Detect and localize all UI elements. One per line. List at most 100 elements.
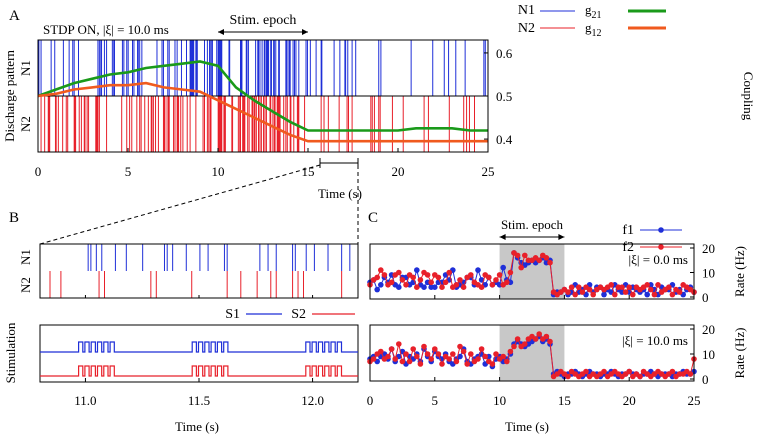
rate-point-f2	[381, 272, 388, 278]
row-label-b-n1: N1	[18, 249, 33, 265]
rate-point-f2	[410, 274, 417, 281]
rate-point-f1	[500, 264, 507, 271]
rate-point-f2	[601, 368, 607, 375]
rate-point-f2	[370, 356, 377, 362]
rate-point-f2	[439, 284, 445, 291]
rate-point-f2	[399, 358, 406, 365]
rate-point-f2	[392, 356, 399, 362]
rate-point-f2	[457, 277, 463, 283]
x-axis-label-b: Time (s)	[175, 419, 219, 434]
y-tick-label-c: 20	[702, 322, 715, 337]
legend-label-n1: N1	[518, 3, 535, 18]
rate-point-f2	[630, 291, 636, 298]
rate-point-f1	[475, 267, 481, 273]
rate-point-f2	[565, 289, 571, 295]
rate-point-f2	[489, 361, 496, 367]
rate-point-f2	[532, 336, 539, 342]
rate-point-f2	[496, 272, 503, 278]
rate-point-f2	[482, 353, 489, 360]
y-tick-label-c: 20	[702, 241, 715, 256]
rate-point-f2	[626, 368, 632, 375]
rate-point-f2	[468, 272, 474, 278]
y-tick-label-a: 0.4	[496, 132, 513, 147]
rate-point-f2	[464, 361, 471, 367]
rate-point-f2	[504, 358, 510, 365]
y-tick-label-c: 0	[702, 372, 709, 387]
x-tick-label-a: 0	[35, 164, 42, 179]
x-tick-label-a: 10	[212, 164, 225, 179]
rate-point-f2	[626, 284, 632, 291]
legend-label-f2: f2	[622, 240, 634, 255]
rate-point-f2	[536, 331, 542, 337]
rate-point-f2	[396, 269, 402, 276]
legend-marker-f1	[658, 227, 664, 233]
rate-point-f2	[644, 282, 650, 288]
rate-point-f2	[493, 277, 499, 283]
rate-point-f2	[428, 279, 435, 286]
row-label-n2: N2	[18, 116, 33, 132]
rate-point-f2	[403, 282, 409, 288]
rate-point-f2	[396, 341, 402, 347]
epoch-label-c: Stim. epoch	[501, 217, 564, 232]
rate-point-f2	[378, 267, 384, 273]
rate-point-f1	[457, 353, 463, 360]
rate-point-f2	[514, 336, 521, 342]
legend-label-n2: N2	[518, 21, 535, 36]
rate-point-f2	[399, 277, 406, 283]
coupling-line-g12	[37, 81, 488, 143]
rate-point-f2	[414, 353, 420, 360]
rate-point-f1	[414, 267, 420, 273]
rate-point-f2	[432, 346, 438, 352]
epoch-arrowhead-left-c	[499, 234, 506, 240]
rate-point-f1	[421, 284, 427, 291]
x-tick-label-a: 25	[482, 164, 495, 179]
x-tick-label-b: 11.5	[188, 393, 210, 408]
rate-point-f2	[410, 346, 417, 352]
rate-point-f2	[388, 346, 395, 352]
legend-label-g12: g12	[585, 20, 602, 39]
row-label-n1: N1	[18, 60, 33, 76]
rate-point-f2	[421, 343, 427, 350]
rate-point-f2	[507, 269, 514, 276]
rate-point-f2	[385, 353, 391, 360]
rate-point-f2	[453, 282, 460, 288]
x-tick-label-c: 10	[493, 393, 506, 408]
rate-point-f2	[442, 279, 449, 286]
rate-point-f2	[666, 284, 672, 291]
rate-point-f2	[612, 291, 618, 298]
x-tick-label-b: 11.0	[74, 393, 96, 408]
legend-marker-f2	[658, 244, 664, 250]
rate-point-f2	[378, 348, 384, 355]
rate-point-f2	[450, 351, 456, 357]
y-axis-label-b-stim: Stimulation	[3, 322, 18, 383]
rate-point-f2	[507, 348, 514, 355]
plot-frame-c	[369, 324, 695, 382]
y-tick-label-c: 0	[702, 290, 709, 305]
rate-point-f2	[446, 269, 453, 276]
rate-point-f1	[378, 282, 384, 288]
rate-point-f2	[576, 284, 582, 291]
y-axis-label-a-left: Discharge pattern	[2, 50, 17, 142]
legend-label-g21: g21	[585, 2, 602, 21]
rate-point-f2	[478, 284, 485, 291]
y-tick-label-a: 0.5	[496, 89, 512, 104]
rate-point-f2	[586, 286, 593, 293]
rate-point-f2	[583, 368, 589, 375]
rate-point-f2	[568, 284, 575, 291]
rate-point-f2	[388, 279, 395, 286]
rate-point-f1	[432, 284, 438, 291]
rate-point-f2	[687, 371, 694, 377]
x-tick-label-c: 5	[432, 393, 439, 408]
legend-label-s2: S2	[291, 307, 306, 322]
rate-point-f2	[475, 356, 481, 362]
y-tick-label-a: 0.6	[496, 46, 513, 61]
epoch-arrowhead-right-c	[558, 234, 565, 240]
annotation-c: |ξ| = 10.0 ms	[622, 333, 688, 348]
x-tick-label-a: 20	[392, 164, 405, 179]
rate-point-f2	[522, 341, 528, 347]
rate-point-f2	[547, 338, 553, 345]
rate-point-f2	[414, 284, 420, 291]
rate-point-f2	[579, 289, 586, 295]
rate-point-f2	[435, 351, 442, 357]
rate-point-f2	[460, 348, 467, 355]
